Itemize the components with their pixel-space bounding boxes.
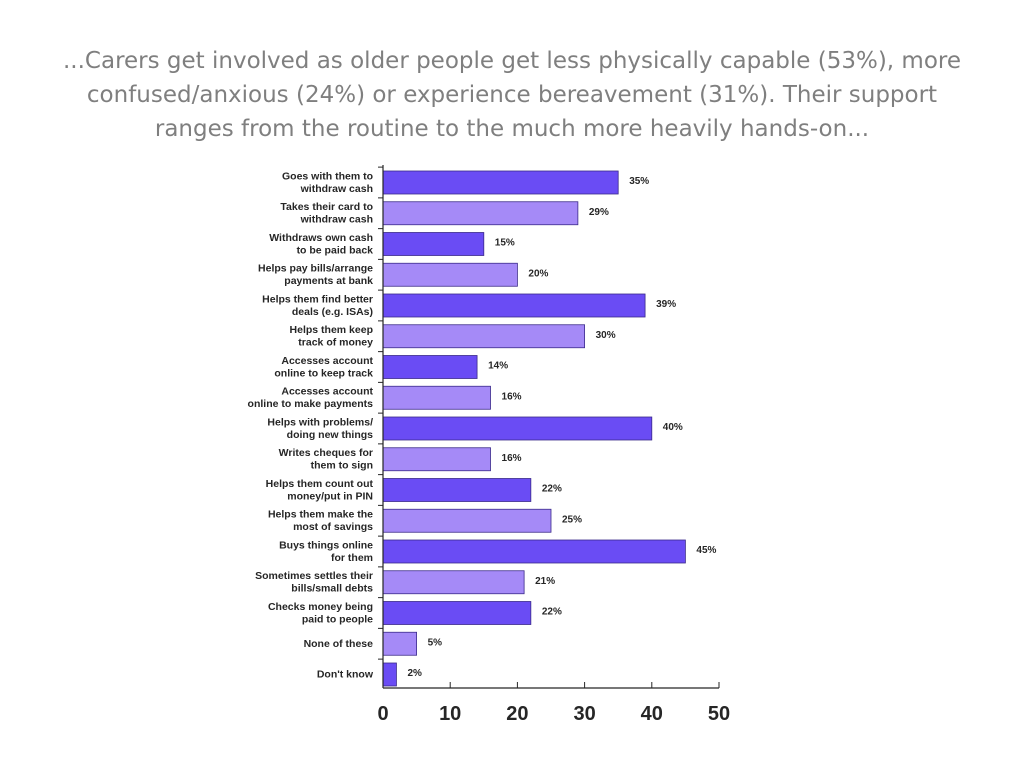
x-tick-label: 50	[708, 703, 730, 725]
bar-value-label: 22%	[542, 484, 562, 495]
x-tick-label: 30	[573, 703, 595, 725]
bar-value-label: 16%	[502, 453, 522, 464]
category-label-line: Writes cheques for	[279, 447, 373, 459]
category-label: Withdraws own cash to be paid back	[269, 232, 373, 257]
x-tick-label: 40	[641, 703, 663, 725]
category-label-line: Helps them count out	[266, 478, 374, 490]
axes: 0 10 20 30 40 50	[377, 165, 730, 725]
bar-value-label: 30%	[596, 330, 616, 341]
bar-value-label: 22%	[542, 607, 562, 618]
bar-value-label: 39%	[656, 299, 676, 310]
bar-value-label: 15%	[495, 238, 515, 249]
category-label: Helps them count out money/put in PIN	[266, 478, 374, 503]
category-label: Helps them keep track of money	[290, 324, 374, 349]
category-label: Sometimes settles their bills/small debts	[255, 570, 373, 595]
category-label: Helps with problems/doing new things	[267, 416, 373, 441]
bar-value-label: 21%	[535, 576, 555, 587]
bar	[382, 355, 478, 379]
x-tick-label: 20	[506, 703, 528, 725]
category-label: Checks money being paid to people	[268, 601, 373, 626]
category-label-line: Helps pay bills/arrange	[258, 262, 373, 274]
bar-value-label: 29%	[589, 207, 609, 218]
category-label-line: them to sign	[311, 459, 373, 471]
bar	[382, 262, 518, 287]
category-label-line: doing new things	[287, 429, 373, 441]
category-label-line: for them	[331, 552, 373, 564]
category-label: None of these	[304, 638, 374, 650]
bar	[382, 447, 491, 472]
slide-title-line-3: ranges from the routine to the much more…	[154, 116, 870, 142]
bar-value-label: 35%	[629, 176, 649, 187]
bar-value-label: 5%	[428, 637, 443, 648]
category-label-line: paid to people	[302, 613, 373, 625]
category-label: Writes cheques for them to sign	[279, 447, 373, 472]
bar	[382, 478, 532, 502]
value-labels: 35% 29% 15% 20% 39% 30% 14% 16% 40% 16% 22% 25% 45% 2…	[407, 176, 716, 679]
category-label-line: None of these	[304, 638, 374, 650]
category-label-line: withdraw cash	[300, 213, 373, 225]
category-label: Takes their card to withdraw cash	[280, 201, 373, 226]
category-label-line: online to make payments	[248, 398, 374, 410]
slide-title: ...Carers get involved as older people g…	[40, 44, 984, 146]
category-label-line: Helps with problems/	[267, 416, 373, 428]
category-label: Accesses account online to make payments	[248, 385, 374, 410]
category-label-line: Helps them keep	[290, 324, 373, 336]
category-label-line: Goes with them to	[282, 170, 373, 182]
bar	[382, 232, 485, 256]
bar-value-label: 16%	[502, 391, 522, 402]
category-label: Helps pay bills/arrange payments at bank	[258, 262, 373, 287]
category-label-line: most of savings	[293, 521, 373, 533]
bar	[382, 170, 619, 195]
bar	[382, 539, 686, 564]
bar	[382, 324, 586, 349]
category-label: Buys things online for them	[279, 539, 373, 564]
bar-value-label: 14%	[488, 361, 508, 372]
category-label-line: Takes their card to	[280, 201, 373, 213]
bar	[382, 508, 552, 533]
category-label-line: Checks money being	[268, 601, 373, 613]
category-label-line: Don't know	[317, 668, 374, 680]
category-label-line: Helps them make the	[268, 508, 373, 520]
category-label-line: bills/small debts	[291, 582, 373, 594]
bar	[382, 293, 646, 318]
category-label-line: money/put in PIN	[287, 490, 373, 502]
bar	[382, 662, 397, 687]
slide-title-line-2: confused/anxious (24%) or experience ber…	[86, 82, 938, 108]
category-label: Don't know	[317, 668, 374, 680]
category-label-line: Sometimes settles their	[255, 570, 373, 582]
x-tick-label: 10	[439, 703, 461, 725]
x-tick-label: 0	[377, 703, 388, 725]
category-label: Goes with them to withdraw cash	[282, 170, 373, 195]
category-label-line: track of money	[298, 336, 373, 348]
bar-value-label: 20%	[528, 268, 548, 279]
category-label-line: deals (e.g. ISAs)	[292, 306, 373, 318]
category-label: Helps them make the most of savings	[268, 508, 373, 533]
category-label: Helps them find better deals (e.g. ISAs)	[262, 293, 373, 318]
category-label-line: Withdraws own cash	[269, 232, 373, 244]
bar	[382, 631, 417, 656]
category-label-line: Helps them find better	[262, 293, 373, 305]
bar-value-label: 45%	[696, 545, 716, 556]
category-label-line: Accesses account	[281, 355, 373, 367]
bar	[382, 416, 653, 441]
category-label-line: to be paid back	[297, 244, 374, 256]
bar-value-label: 2%	[407, 668, 422, 679]
bars-layer	[382, 170, 686, 687]
category-label: Accesses account online to keep track	[274, 355, 373, 380]
bar	[382, 201, 579, 226]
bar	[382, 601, 532, 625]
category-label-line: Buys things online	[279, 539, 373, 551]
category-label-line: online to keep track	[274, 367, 373, 379]
slide-title-line-1: ...Carers get involved as older people g…	[62, 48, 962, 74]
category-label-line: payments at bank	[284, 275, 373, 287]
bar	[382, 385, 491, 410]
category-label-line: Accesses account	[281, 385, 373, 397]
bar	[382, 570, 525, 595]
category-label-line: withdraw cash	[300, 183, 373, 195]
bar-value-label: 40%	[663, 422, 683, 433]
bar-value-label: 25%	[562, 514, 582, 525]
